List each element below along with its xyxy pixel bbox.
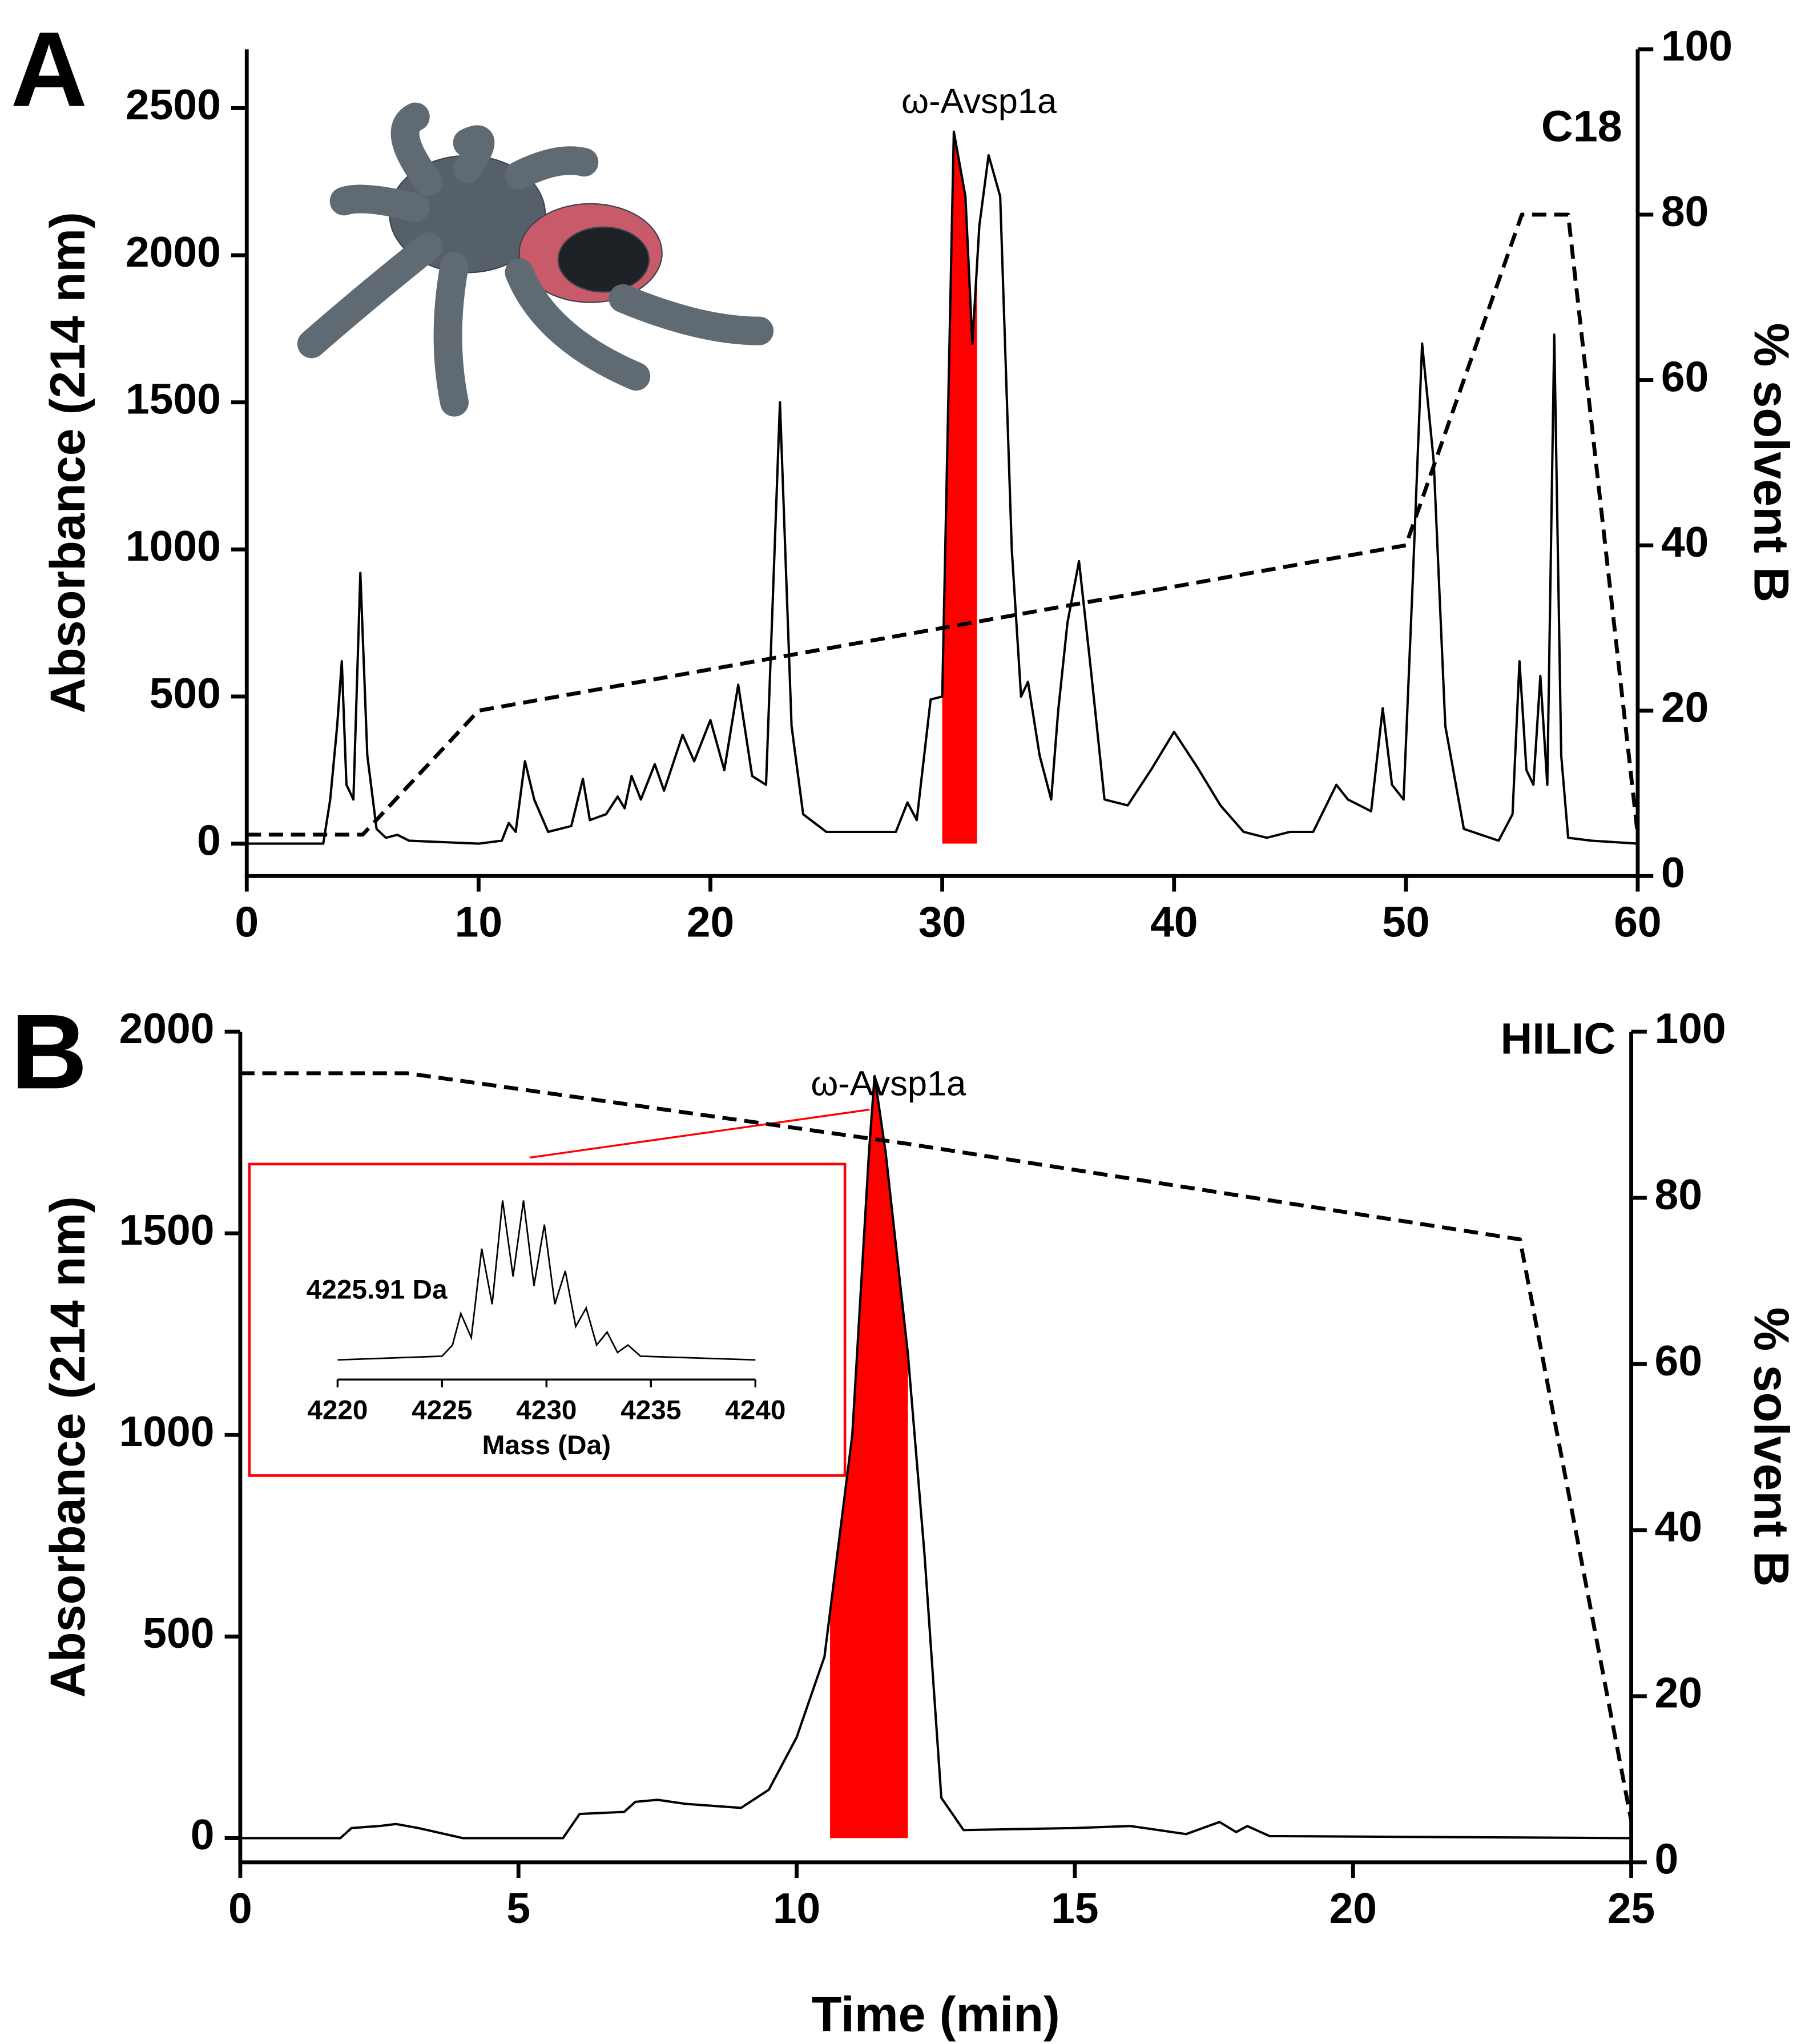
y-axis-label: Absorbance (214 nm) bbox=[41, 1196, 95, 1697]
inset-annotation: 4225.91 Da bbox=[307, 1274, 448, 1305]
spider-abdomen-dark bbox=[557, 226, 650, 293]
y2-tick-label: 100 bbox=[1661, 22, 1733, 70]
y2-tick-label: 20 bbox=[1661, 683, 1709, 731]
peak-label: ω-Avsp1a bbox=[811, 1064, 966, 1104]
column-label: HILIC bbox=[1501, 1015, 1616, 1064]
solvent-line bbox=[247, 212, 1640, 837]
x-tick-label: 20 bbox=[687, 898, 734, 945]
x-tick-label: 15 bbox=[1051, 1884, 1098, 1932]
peak-label: ω-Avsp1a bbox=[901, 82, 1057, 121]
y2-tick-label: 80 bbox=[1654, 1170, 1702, 1218]
y2-tick-label: 80 bbox=[1661, 187, 1709, 235]
y2-tick-label: 40 bbox=[1661, 518, 1709, 566]
y-tick-label: 1500 bbox=[126, 375, 221, 423]
inset-x-axis-label: Mass (Da) bbox=[482, 1430, 611, 1460]
inset-connector bbox=[529, 1108, 870, 1159]
absorbance-line bbox=[240, 1075, 1631, 1840]
spider-leg bbox=[297, 232, 443, 359]
mass-spectrum-line bbox=[337, 1200, 756, 1361]
y-tick-label: 500 bbox=[143, 1609, 214, 1657]
y-tick-label: 1500 bbox=[119, 1206, 215, 1254]
x-tick-label: 0 bbox=[235, 898, 259, 945]
y-tick-label: 0 bbox=[191, 1810, 215, 1858]
y2-tick-label: 20 bbox=[1654, 1669, 1702, 1717]
y-tick-label: 2500 bbox=[126, 81, 221, 128]
y-tick-label: 0 bbox=[197, 816, 221, 864]
inset-x-tick-label: 4230 bbox=[516, 1395, 577, 1426]
y2-tick-label: 0 bbox=[1654, 1835, 1678, 1883]
x-tick-label: 5 bbox=[506, 1884, 530, 1932]
inset-x-tick-label: 4220 bbox=[307, 1395, 368, 1426]
x-axis-label: Time (min) bbox=[812, 1987, 1060, 2042]
y2-tick-label: 60 bbox=[1654, 1337, 1702, 1385]
inset-x-tick-label: 4225 bbox=[412, 1395, 472, 1426]
spider-leg bbox=[329, 184, 430, 222]
column-label: C18 bbox=[1541, 102, 1622, 151]
panel-letter: A bbox=[11, 10, 88, 129]
y2-tick-label: 100 bbox=[1654, 1004, 1726, 1052]
inset-x-tick-label: 4240 bbox=[725, 1395, 785, 1426]
x-tick-label: 10 bbox=[773, 1884, 820, 1932]
x-tick-label: 40 bbox=[1150, 898, 1198, 945]
y2-axis-label: % solvent B bbox=[1743, 1307, 1798, 1587]
x-tick-label: 60 bbox=[1614, 898, 1661, 945]
solvent-line bbox=[240, 1071, 1633, 1821]
spider-leg bbox=[505, 258, 651, 391]
x-tick-label: 30 bbox=[918, 898, 966, 945]
x-tick-label: 50 bbox=[1382, 898, 1429, 945]
spider-photo bbox=[297, 102, 774, 417]
y2-axis-label: % solvent B bbox=[1743, 323, 1798, 602]
panel-letter: B bbox=[11, 992, 88, 1111]
absorbance-line bbox=[247, 130, 1638, 845]
spider-leg bbox=[390, 102, 443, 196]
y2-tick-label: 0 bbox=[1661, 848, 1685, 896]
spider-leg bbox=[609, 284, 774, 345]
y2-tick-label: 60 bbox=[1661, 352, 1709, 400]
x-tick-label: 0 bbox=[228, 1884, 252, 1932]
spider-leg bbox=[453, 125, 495, 183]
y-tick-label: 1000 bbox=[126, 522, 221, 570]
spider-leg bbox=[505, 146, 599, 190]
x-tick-label: 20 bbox=[1329, 1884, 1377, 1932]
spider-legs bbox=[297, 102, 774, 417]
spider-leg bbox=[433, 251, 469, 417]
y2-tick-label: 40 bbox=[1654, 1503, 1702, 1551]
y-tick-label: 2000 bbox=[126, 228, 221, 276]
y-axis-label: Absorbance (214 nm) bbox=[41, 212, 95, 713]
y-tick-label: 500 bbox=[150, 669, 221, 717]
y-tick-label: 1000 bbox=[119, 1407, 215, 1455]
y-tick-label: 2000 bbox=[119, 1004, 215, 1052]
inset-x-tick-label: 4235 bbox=[621, 1395, 681, 1426]
x-tick-label: 25 bbox=[1607, 1884, 1655, 1932]
x-tick-label: 10 bbox=[455, 898, 502, 945]
inset-border bbox=[248, 1162, 847, 1477]
